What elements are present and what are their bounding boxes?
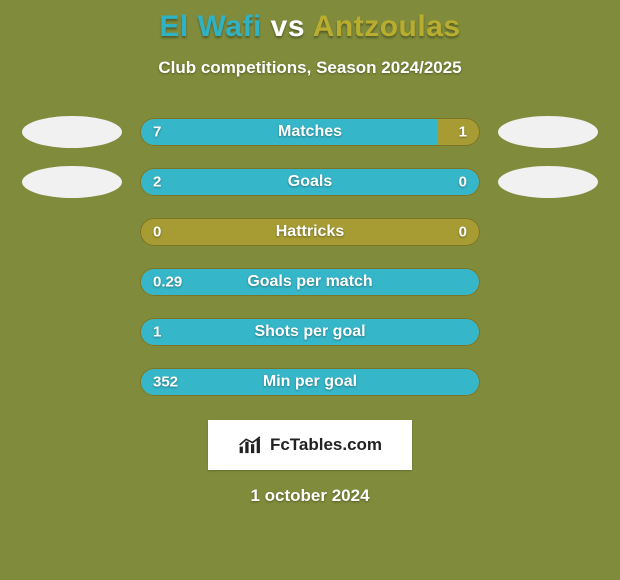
title: El Wafi vs Antzoulas — [0, 0, 620, 44]
stat-label: Matches — [141, 123, 479, 141]
comparison-canvas: El Wafi vs Antzoulas Club competitions, … — [0, 0, 620, 580]
stat-row: 71Matches — [0, 116, 620, 148]
logo-box: FcTables.com — [208, 420, 412, 470]
stat-label: Goals — [141, 173, 479, 191]
title-player2: Antzoulas — [313, 10, 461, 43]
stat-bar: 71Matches — [140, 118, 480, 146]
stat-label: Hattricks — [141, 223, 479, 241]
stat-row: 0.29Goals per match — [0, 266, 620, 298]
title-player1: El Wafi — [159, 10, 261, 43]
stat-row: 1Shots per goal — [0, 316, 620, 348]
logo-text: FcTables.com — [270, 435, 382, 455]
stat-bar: 1Shots per goal — [140, 318, 480, 346]
player2-oval — [498, 166, 598, 198]
stat-row: 352Min per goal — [0, 366, 620, 398]
title-vs: vs — [271, 10, 305, 43]
stat-rows: 71Matches 20Goals 00Hattricks 0.29Goals per… — [0, 116, 620, 398]
date: 1 october 2024 — [0, 486, 620, 506]
stat-bar: 00Hattricks — [140, 218, 480, 246]
stat-label: Goals per match — [141, 273, 479, 291]
player2-oval — [498, 116, 598, 148]
stat-row: 20Goals — [0, 166, 620, 198]
player1-oval — [22, 166, 122, 198]
subtitle: Club competitions, Season 2024/2025 — [0, 58, 620, 78]
chart-icon — [238, 434, 264, 456]
stat-label: Min per goal — [141, 373, 479, 391]
stat-bar: 20Goals — [140, 168, 480, 196]
stat-bar: 0.29Goals per match — [140, 268, 480, 296]
player1-oval — [22, 116, 122, 148]
stat-label: Shots per goal — [141, 323, 479, 341]
stat-row: 00Hattricks — [0, 216, 620, 248]
stat-bar: 352Min per goal — [140, 368, 480, 396]
